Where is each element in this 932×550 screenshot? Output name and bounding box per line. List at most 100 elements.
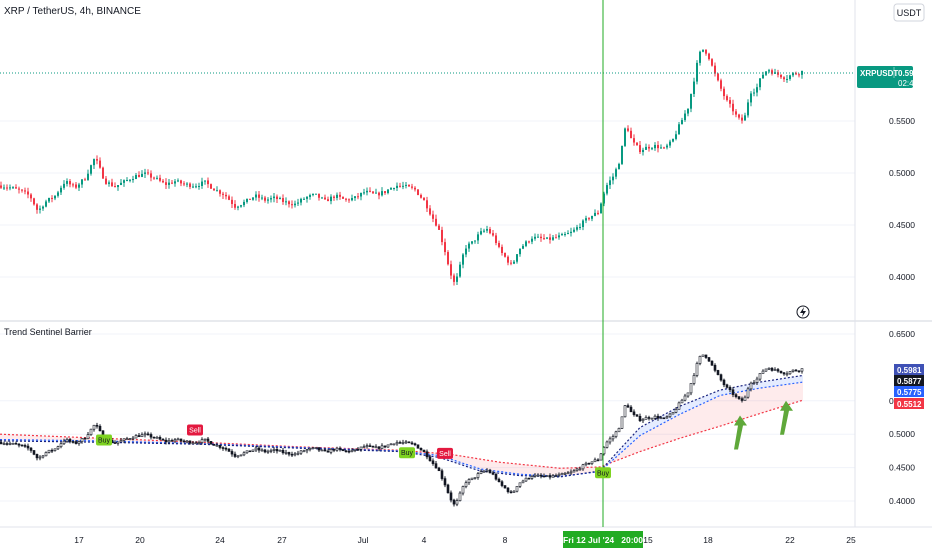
candle-body <box>600 203 602 214</box>
candle-body <box>462 254 464 265</box>
bar-body <box>698 356 702 364</box>
bar-body <box>590 461 594 464</box>
bar-body <box>452 499 456 505</box>
bar-body <box>416 444 420 449</box>
bar-body <box>143 433 147 436</box>
bar-body <box>47 449 51 453</box>
candle-body <box>789 75 791 79</box>
candle-body <box>357 196 359 198</box>
candle-body <box>720 80 722 89</box>
candle-body <box>279 198 281 200</box>
candle-body <box>681 120 683 125</box>
annotation-arrows <box>734 400 793 450</box>
bar-body <box>68 439 72 442</box>
bar-body <box>200 439 204 443</box>
bar-body <box>422 449 426 453</box>
bar-body <box>527 477 531 480</box>
candle-body <box>189 183 191 187</box>
bar-body <box>248 450 252 453</box>
bar-body <box>608 438 612 443</box>
candle-body <box>495 235 497 244</box>
candle-body <box>648 146 650 149</box>
candle-body <box>246 198 248 202</box>
bar-body <box>230 451 234 455</box>
candle-body <box>321 197 323 199</box>
bar-body <box>2 443 6 445</box>
bar-body <box>626 405 630 408</box>
bar-body <box>791 369 795 372</box>
x-tick-label: 24 <box>215 535 225 545</box>
candle-body <box>63 183 65 188</box>
bar-body <box>353 448 357 451</box>
candle-body <box>84 179 86 181</box>
bar-body <box>236 455 240 458</box>
candle-body <box>135 175 137 180</box>
bar-body <box>278 449 282 452</box>
candle-body <box>675 134 677 139</box>
bar-body <box>194 442 198 445</box>
currency-button[interactable] <box>893 3 925 22</box>
candle-body <box>663 147 665 149</box>
candle-body <box>573 229 575 232</box>
bar-body <box>797 370 801 373</box>
candle-body <box>18 188 20 190</box>
candle-body <box>171 182 173 184</box>
candle-body <box>762 74 764 79</box>
bar-body <box>680 399 684 404</box>
indicator-value-4: 0.5512 <box>897 400 922 409</box>
bar-body <box>263 449 267 453</box>
candle-body <box>108 182 110 184</box>
bar-body <box>404 441 408 444</box>
candle-body <box>642 149 644 153</box>
bar-body <box>272 449 276 451</box>
bar-body <box>647 417 651 419</box>
bar-body <box>35 454 39 459</box>
candle-body <box>15 187 17 189</box>
candle-body <box>78 184 80 188</box>
bar-body <box>749 382 753 390</box>
candle-body <box>141 173 143 177</box>
candle-body <box>465 248 467 255</box>
candle-body <box>138 175 140 177</box>
bar-body <box>704 354 708 358</box>
candle-body <box>612 176 614 181</box>
bar-body <box>461 486 465 494</box>
bar-body <box>17 443 21 446</box>
candle-body <box>408 184 410 187</box>
candle-body <box>474 240 476 242</box>
bar-body <box>179 438 183 442</box>
candle-body <box>102 167 104 179</box>
candle-body <box>120 182 122 186</box>
candle-body <box>219 190 221 194</box>
candle-body <box>243 201 245 206</box>
bar-body <box>74 441 78 444</box>
candle-body <box>249 198 251 200</box>
candle-body <box>96 159 98 161</box>
bar-body <box>245 450 249 454</box>
candle-body <box>237 206 239 208</box>
candle-body <box>519 248 521 255</box>
bar-body <box>659 417 663 420</box>
bar-body <box>380 445 384 449</box>
candle-body <box>60 187 62 193</box>
bar-body <box>617 428 621 433</box>
candle-body <box>672 138 674 142</box>
bar-body <box>350 449 354 452</box>
bar-body <box>674 409 678 413</box>
candle-body <box>795 73 797 75</box>
bar-body <box>755 378 759 383</box>
bar-body <box>635 414 639 417</box>
bar-body <box>731 389 735 395</box>
candle-body <box>501 246 503 254</box>
bar-body <box>665 416 669 419</box>
bar-body <box>509 491 513 494</box>
bar-body <box>212 443 216 446</box>
candle-body <box>435 218 437 226</box>
bar-body <box>491 472 495 475</box>
bar-body <box>434 463 438 469</box>
bar-body <box>320 449 324 452</box>
candle-body <box>705 49 707 54</box>
bar-body <box>71 441 75 443</box>
candle-body <box>711 59 713 66</box>
